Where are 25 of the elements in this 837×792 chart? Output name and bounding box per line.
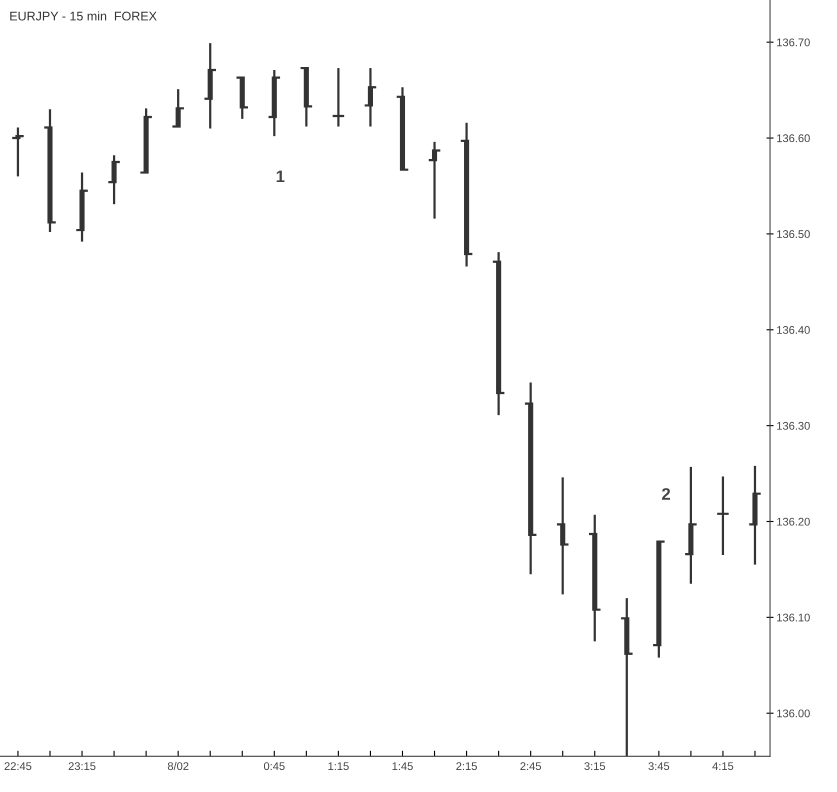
x-tick-label: 23:15 xyxy=(68,762,96,770)
y-tick-label: 136.20 xyxy=(777,518,810,526)
y-tick-label: 136.60 xyxy=(777,134,810,142)
x-tick-label: 22:45 xyxy=(4,762,32,770)
candlestick xyxy=(716,475,730,556)
annotation: 2 xyxy=(662,488,670,500)
text: EURJPY - 15 min FOREX xyxy=(10,11,157,21)
y-tick-label: 136.30 xyxy=(777,422,810,430)
y-tick-label: 136.10 xyxy=(777,614,810,622)
candlestick xyxy=(332,66,346,128)
x-tick-label: 4:15 xyxy=(712,762,734,770)
x-tick-label: 0:45 xyxy=(264,762,285,770)
candlestick xyxy=(11,126,25,178)
x-tick-label: 2:45 xyxy=(520,762,542,770)
x-tick-label: 1:45 xyxy=(392,762,413,770)
x-tick-label: 3:45 xyxy=(648,762,670,770)
x-tick-label: 8/02 xyxy=(168,762,188,770)
y-tick-label: 136.00 xyxy=(777,709,810,718)
x-tick-label: 1:15 xyxy=(328,762,349,770)
x-tick-label: 3:15 xyxy=(584,762,606,770)
y-tick-label: 136.50 xyxy=(777,230,810,238)
annotation: 1 xyxy=(276,170,284,182)
x-tick-label: 2:15 xyxy=(456,762,477,770)
y-tick-label: 136.70 xyxy=(777,38,810,46)
y-tick-label: 136.40 xyxy=(777,326,810,334)
